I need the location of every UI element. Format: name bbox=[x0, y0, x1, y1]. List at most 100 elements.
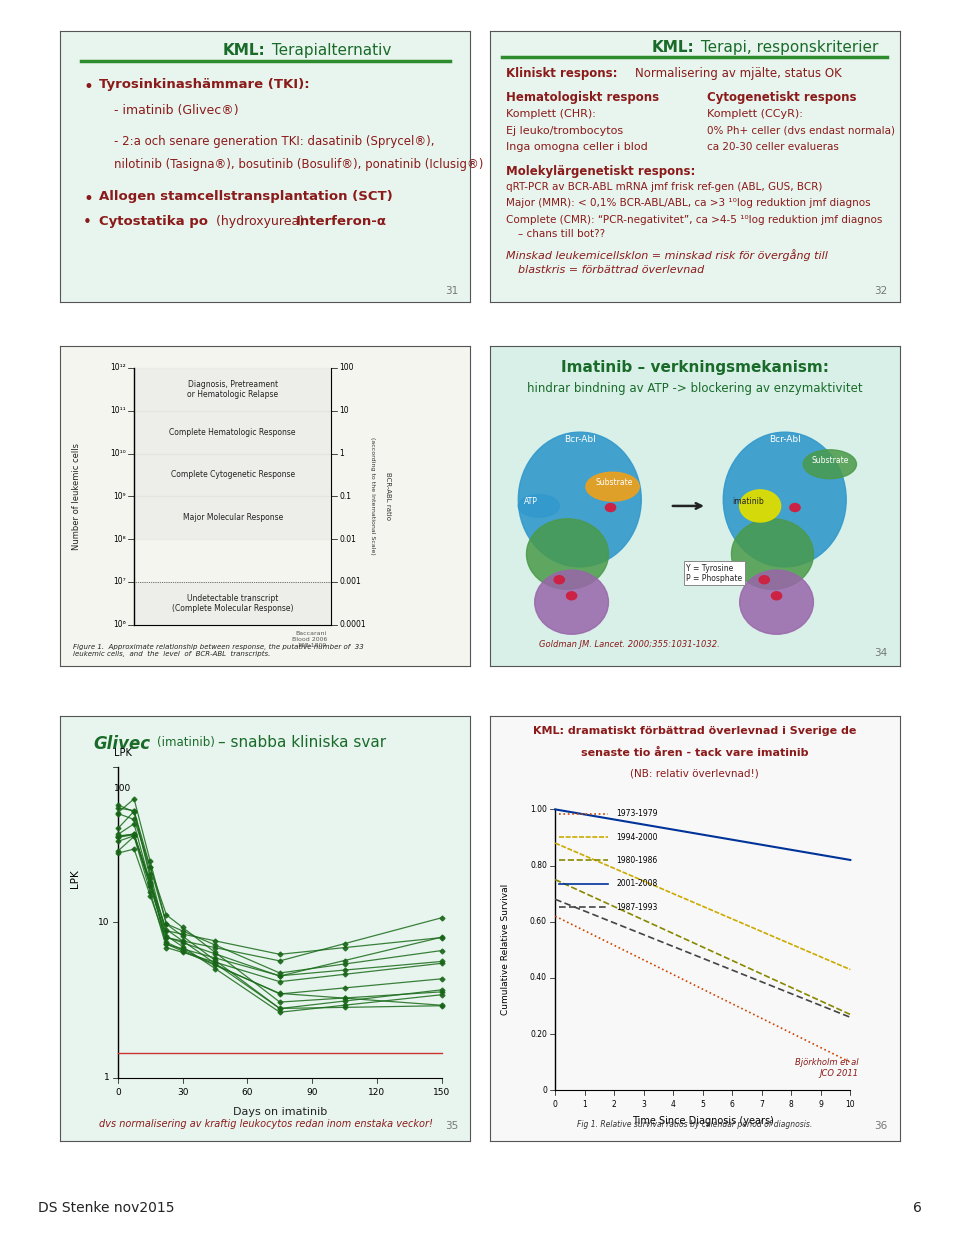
Text: qRT-PCR av BCR-ABL mRNA jmf frisk ref-gen (ABL, GUS, BCR): qRT-PCR av BCR-ABL mRNA jmf frisk ref-ge… bbox=[506, 183, 823, 193]
Text: 1: 1 bbox=[339, 449, 344, 458]
Ellipse shape bbox=[759, 576, 769, 584]
Text: Tyrosinkinashämmare (TKI):: Tyrosinkinashämmare (TKI): bbox=[100, 79, 310, 91]
Text: 10¹²: 10¹² bbox=[110, 364, 126, 373]
Text: (according to the International Scale): (according to the International Scale) bbox=[370, 437, 374, 555]
Text: 10: 10 bbox=[98, 918, 109, 927]
Text: DS Stenke nov2015: DS Stenke nov2015 bbox=[38, 1202, 175, 1215]
Text: Cumulative Relative Survival: Cumulative Relative Survival bbox=[501, 885, 511, 1016]
Text: nilotinib (Tasigna®), bosutinib (Bosulif®), ponatinib (Iclusig®): nilotinib (Tasigna®), bosutinib (Bosulif… bbox=[114, 158, 483, 172]
Text: 0: 0 bbox=[553, 1099, 558, 1108]
Text: ATP: ATP bbox=[523, 497, 538, 506]
Text: 30: 30 bbox=[177, 1088, 188, 1097]
Text: Goldman JM. Lancet. 2000;355:1031-1032.: Goldman JM. Lancet. 2000;355:1031-1032. bbox=[539, 639, 720, 649]
Text: Major (MMR): < 0,1% BCR-ABL/ABL, ca >3 ¹⁰log reduktion jmf diagnos: Major (MMR): < 0,1% BCR-ABL/ABL, ca >3 ¹… bbox=[506, 199, 871, 209]
Text: Inga omogna celler i blod: Inga omogna celler i blod bbox=[506, 142, 648, 152]
Text: blastkris = förbättrad överlevnad: blastkris = förbättrad överlevnad bbox=[518, 264, 705, 275]
Text: Imatinib – verkningsmekanism:: Imatinib – verkningsmekanism: bbox=[561, 360, 828, 375]
Text: senaste tio åren - tack vare imatinib: senaste tio åren - tack vare imatinib bbox=[581, 748, 808, 758]
Ellipse shape bbox=[739, 570, 813, 634]
Text: 10⁶: 10⁶ bbox=[113, 621, 126, 629]
Text: 0.20: 0.20 bbox=[530, 1029, 547, 1039]
Text: Diagnosis, Pretreament
or Hematologic Relapse: Diagnosis, Pretreament or Hematologic Re… bbox=[187, 380, 278, 399]
Text: – chans till bot??: – chans till bot?? bbox=[518, 228, 606, 238]
Text: 10¹¹: 10¹¹ bbox=[110, 406, 126, 416]
Text: imatinib: imatinib bbox=[732, 497, 764, 506]
Text: 32: 32 bbox=[874, 285, 887, 296]
Text: 10⁸: 10⁸ bbox=[113, 534, 126, 544]
Text: Hematologiskt respons: Hematologiskt respons bbox=[506, 90, 660, 104]
Text: Undetectable transcript
(Complete Molecular Response): Undetectable transcript (Complete Molecu… bbox=[172, 594, 294, 613]
Text: •: • bbox=[83, 216, 92, 231]
Text: 0: 0 bbox=[542, 1086, 547, 1095]
Text: 1987-1993: 1987-1993 bbox=[616, 903, 658, 912]
Text: 0.80: 0.80 bbox=[530, 861, 547, 870]
Text: 0: 0 bbox=[115, 1088, 121, 1097]
Ellipse shape bbox=[732, 518, 813, 590]
Text: 0.0001: 0.0001 bbox=[339, 621, 366, 629]
Text: Y = Tyrosine
P = Phosphate: Y = Tyrosine P = Phosphate bbox=[686, 564, 742, 584]
Text: 1980-1986: 1980-1986 bbox=[616, 856, 658, 865]
Text: Komplett (CCyR):: Komplett (CCyR): bbox=[707, 109, 803, 118]
Text: (NB: relativ överlevnad!): (NB: relativ överlevnad!) bbox=[630, 769, 759, 779]
Text: Glivec: Glivec bbox=[93, 735, 151, 753]
Text: (hydroxyurea): (hydroxyurea) bbox=[212, 216, 308, 228]
Text: 2001-2008: 2001-2008 bbox=[616, 880, 658, 888]
Text: Terapi, responskriterier: Terapi, responskriterier bbox=[696, 41, 878, 56]
Text: 90: 90 bbox=[306, 1088, 318, 1097]
Text: 35: 35 bbox=[444, 1120, 458, 1130]
Ellipse shape bbox=[526, 518, 609, 590]
Text: 1994-2000: 1994-2000 bbox=[616, 833, 659, 842]
Ellipse shape bbox=[790, 503, 800, 512]
Text: 0.40: 0.40 bbox=[530, 974, 547, 982]
Text: ca 20-30 celler evalueras: ca 20-30 celler evalueras bbox=[707, 142, 839, 152]
Text: Björkholm et al
JCO 2011: Björkholm et al JCO 2011 bbox=[795, 1059, 858, 1077]
Text: Allogen stamcellstransplantation (SCT): Allogen stamcellstransplantation (SCT) bbox=[100, 190, 394, 202]
Ellipse shape bbox=[518, 432, 641, 566]
Ellipse shape bbox=[586, 473, 639, 501]
Text: LPK: LPK bbox=[114, 748, 132, 758]
Text: 9: 9 bbox=[818, 1099, 824, 1108]
Text: 8: 8 bbox=[789, 1099, 794, 1108]
Text: Major Molecular Response: Major Molecular Response bbox=[182, 513, 283, 522]
Text: 36: 36 bbox=[874, 1120, 887, 1130]
Text: 2: 2 bbox=[612, 1099, 616, 1108]
Text: (imatinib): (imatinib) bbox=[156, 737, 215, 749]
Text: – snabba kliniska svar: – snabba kliniska svar bbox=[218, 735, 387, 750]
Text: 1: 1 bbox=[104, 1074, 109, 1082]
Text: 0% Ph+ celler (dvs endast normala): 0% Ph+ celler (dvs endast normala) bbox=[707, 126, 895, 136]
Text: 120: 120 bbox=[369, 1088, 386, 1097]
Text: Ej leuko/trombocytos: Ej leuko/trombocytos bbox=[506, 126, 623, 136]
Text: •: • bbox=[83, 79, 93, 96]
Text: Komplett (CHR):: Komplett (CHR): bbox=[506, 109, 596, 118]
Text: 34: 34 bbox=[874, 648, 887, 659]
Text: 5: 5 bbox=[701, 1099, 706, 1108]
Text: Complete Cytogenetic Response: Complete Cytogenetic Response bbox=[171, 470, 295, 480]
Ellipse shape bbox=[518, 495, 560, 517]
Ellipse shape bbox=[535, 570, 609, 634]
Ellipse shape bbox=[723, 432, 846, 566]
Text: 7: 7 bbox=[759, 1099, 764, 1108]
Text: Fig 1. Relative survival ratios by calendar period of diagnosis.: Fig 1. Relative survival ratios by calen… bbox=[577, 1119, 812, 1129]
Text: KML: dramatiskt förbättrad överlevnad i Sverige de: KML: dramatiskt förbättrad överlevnad i … bbox=[533, 727, 856, 737]
Text: Substrate: Substrate bbox=[811, 455, 849, 465]
Text: Normalisering av mjälte, status OK: Normalisering av mjälte, status OK bbox=[636, 68, 842, 80]
Text: Figure 1.  Approximate relationship between response, the putative number of  33: Figure 1. Approximate relationship betwe… bbox=[73, 643, 364, 656]
Text: 60: 60 bbox=[242, 1088, 253, 1097]
Text: 100: 100 bbox=[339, 364, 353, 373]
Text: Substrate: Substrate bbox=[596, 478, 634, 487]
Text: 0.60: 0.60 bbox=[530, 917, 547, 927]
Text: 1.00: 1.00 bbox=[530, 805, 547, 814]
Text: Cytostatika po: Cytostatika po bbox=[100, 216, 208, 228]
Text: Minskad leukemicellsklon = minskad risk för övergång till: Minskad leukemicellsklon = minskad risk … bbox=[506, 249, 828, 262]
Text: - imatinib (Glivec®): - imatinib (Glivec®) bbox=[114, 104, 238, 117]
Ellipse shape bbox=[606, 503, 615, 512]
Text: Days on imatinib: Days on imatinib bbox=[232, 1107, 327, 1118]
Text: Cytogenetiskt respons: Cytogenetiskt respons bbox=[707, 90, 856, 104]
Text: 150: 150 bbox=[433, 1088, 450, 1097]
Text: Bcr-Abl: Bcr-Abl bbox=[769, 434, 801, 444]
Text: BCR-ABL ratio: BCR-ABL ratio bbox=[385, 473, 392, 521]
Text: 10⁹: 10⁹ bbox=[113, 492, 126, 501]
Text: Kliniskt respons:: Kliniskt respons: bbox=[506, 68, 617, 80]
Text: 31: 31 bbox=[444, 285, 458, 296]
Text: 10⁷: 10⁷ bbox=[113, 578, 126, 586]
